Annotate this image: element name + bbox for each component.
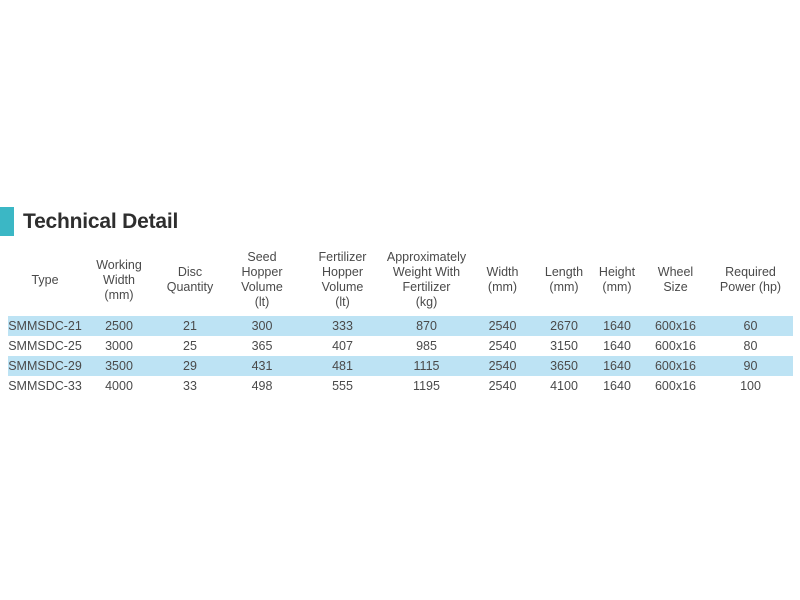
- column-header-length: Length (mm): [544, 265, 584, 294]
- table-row: SMMSDC-21 2500 21 300 333 870 2540 2670 …: [8, 316, 793, 336]
- table-cell: 3650: [550, 359, 578, 373]
- table-cell: 2500: [105, 319, 133, 333]
- table-cell: 555: [332, 379, 353, 393]
- table-cell: 2540: [488, 319, 517, 333]
- column-header-required-power: Required Power (hp): [719, 265, 782, 294]
- table-cell: SMMSDC-29: [8, 359, 82, 373]
- table-cell: 90: [743, 359, 758, 373]
- table-row: SMMSDC-25 3000 25 365 407 985 2540 3150 …: [8, 336, 793, 356]
- table-cell: SMMSDC-21: [8, 319, 82, 333]
- table-cell: 33: [183, 379, 197, 393]
- table-cell: 1195: [413, 379, 440, 393]
- table-cell: 2540: [488, 359, 517, 373]
- table-cell: SMMSDC-25: [8, 339, 82, 353]
- title-accent-marker: [0, 207, 14, 236]
- table-body: SMMSDC-21 2500 21 300 333 870 2540 2670 …: [8, 316, 793, 396]
- table-cell: 80: [743, 339, 758, 353]
- table-cell: 60: [743, 319, 758, 333]
- table-cell: 3000: [105, 339, 133, 353]
- table-cell: 2670: [550, 319, 578, 333]
- column-header-type: Type: [31, 272, 59, 287]
- table-cell: 300: [251, 319, 273, 333]
- table-cell: 1115: [413, 359, 440, 373]
- table-cell: 498: [251, 379, 273, 393]
- table-cell: 21: [183, 319, 197, 333]
- table-cell: 431: [251, 359, 273, 373]
- table-cell: SMMSDC-33: [8, 379, 82, 393]
- column-header-wheel-size: Wheel Size: [657, 265, 694, 294]
- header-row: Type Working Width (mm) Disc Quantity Se…: [8, 248, 793, 316]
- table-cell: 870: [416, 319, 437, 333]
- table-cell: 1640: [603, 379, 631, 393]
- table-cell: 1640: [603, 319, 631, 333]
- table-header: Type Working Width (mm) Disc Quantity Se…: [8, 248, 793, 316]
- section-title: Technical Detail: [0, 207, 178, 236]
- table-cell: 4100: [550, 379, 578, 393]
- column-header-width: Width (mm): [486, 265, 519, 294]
- table-cell: 2540: [488, 339, 517, 353]
- page-title: Technical Detail: [23, 209, 179, 233]
- table-cell: 3150: [550, 339, 578, 353]
- column-header-seed-hopper-volume: Seed Hopper Volume (lt): [241, 250, 283, 309]
- column-header-disc-quantity: Disc Quantity: [166, 265, 214, 294]
- table-row: SMMSDC-29 3500 29 431 481 1115 2540 3650…: [8, 356, 793, 376]
- table-cell: 481: [332, 359, 353, 373]
- table-cell: 29: [183, 359, 197, 373]
- table-cell: 333: [332, 319, 353, 333]
- table-cell: 600x16: [654, 359, 696, 373]
- column-header-working-width: Working Width (mm): [96, 257, 142, 302]
- table-cell: 600x16: [654, 319, 696, 333]
- table-cell: 407: [332, 339, 353, 353]
- table-cell: 365: [251, 339, 273, 353]
- technical-detail-table: Type Working Width (mm) Disc Quantity Se…: [8, 248, 793, 396]
- column-header-fertilizer-hopper-volume: Fertilizer Hopper Volume (lt): [318, 250, 367, 309]
- table-cell: 1640: [603, 359, 631, 373]
- column-header-height: Height (mm): [598, 265, 636, 294]
- table-cell: 600x16: [654, 379, 696, 393]
- table-cell: 2540: [488, 379, 517, 393]
- table-cell: 100: [740, 379, 761, 393]
- table-cell: 25: [183, 339, 197, 353]
- table-cell: 600x16: [654, 339, 696, 353]
- table-cell: 4000: [105, 379, 133, 393]
- table-cell: 3500: [105, 359, 133, 373]
- table-cell: 1640: [603, 339, 631, 353]
- table-cell: 985: [416, 339, 437, 353]
- column-header-approx-weight: Approximately Weight With Fertilizer (kg…: [386, 250, 467, 309]
- table-row: SMMSDC-33 4000 33 498 555 1195 2540 4100…: [8, 376, 793, 396]
